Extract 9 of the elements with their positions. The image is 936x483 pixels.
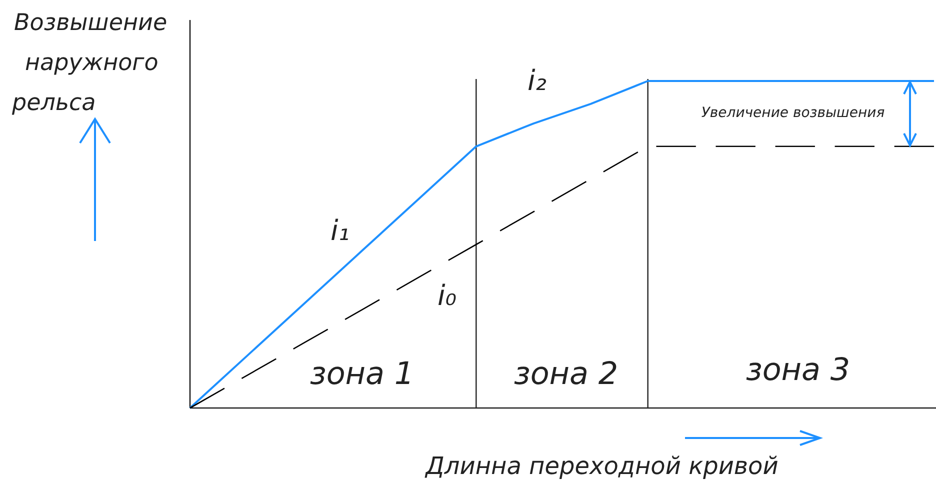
y-axis-title: Возвышение наружного рельса (11, 10, 168, 116)
annotation: Увеличение возвышения (701, 105, 885, 121)
annotation: i₂ (527, 64, 547, 96)
annotation: i₀ (437, 278, 457, 312)
x-axis-title: Длинна переходной кривой (424, 452, 778, 480)
annotation: зона 3 (746, 352, 850, 388)
annotation: i₁ (330, 214, 350, 246)
annotation: зона 1 (310, 356, 414, 392)
annotation: зона 2 (514, 356, 618, 392)
